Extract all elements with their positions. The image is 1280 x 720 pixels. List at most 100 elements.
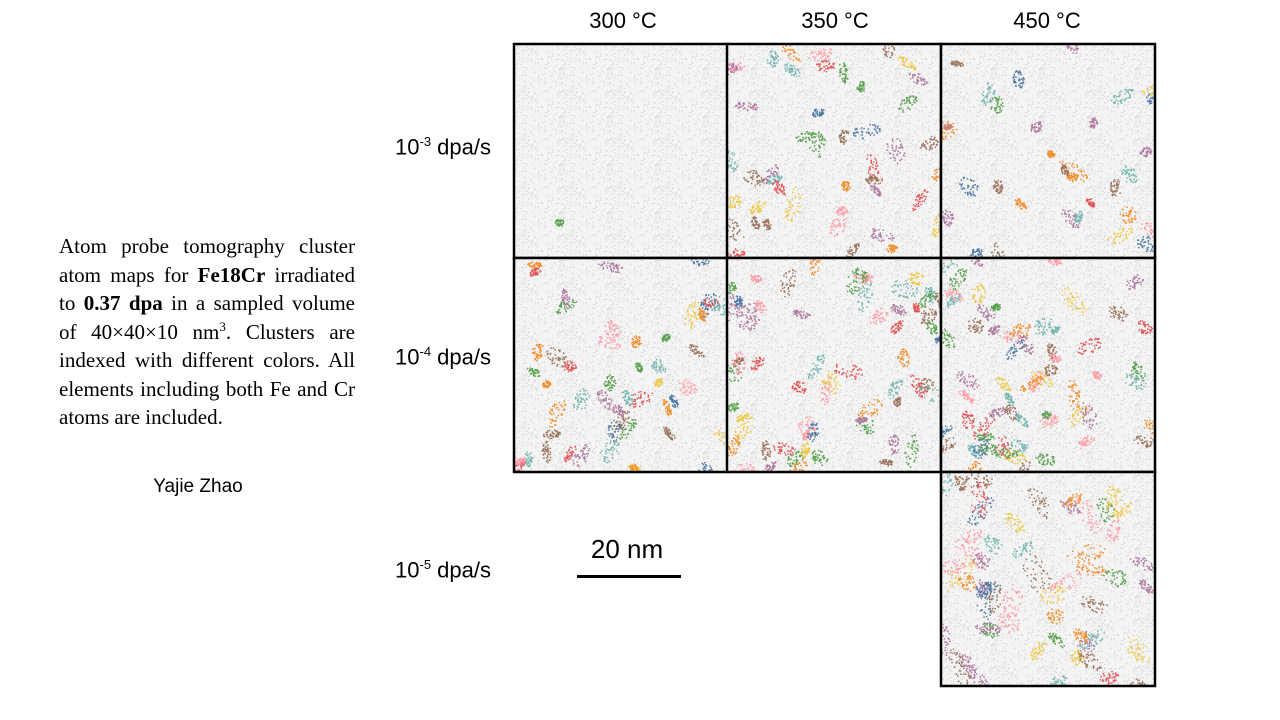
cluster <box>525 451 534 468</box>
cluster <box>736 412 750 423</box>
cluster <box>793 309 811 319</box>
cluster <box>1138 579 1154 594</box>
cluster <box>1076 563 1109 576</box>
cluster <box>812 108 825 118</box>
map-background <box>941 472 1155 686</box>
cluster <box>917 290 937 309</box>
cluster <box>1141 84 1155 97</box>
cluster <box>784 63 801 78</box>
cluster <box>845 243 860 258</box>
cluster <box>967 461 982 472</box>
clusters <box>941 44 1155 258</box>
cluster <box>990 303 1001 312</box>
description-text: 3 <box>219 318 226 334</box>
cluster <box>612 404 625 416</box>
cluster <box>1105 517 1121 542</box>
exponent: -5 <box>419 557 432 572</box>
cluster <box>560 288 571 309</box>
cluster <box>1140 222 1155 238</box>
cluster <box>1133 435 1155 449</box>
cluster <box>1065 44 1079 54</box>
author: Yajie Zhao <box>153 476 243 497</box>
cluster <box>972 414 996 440</box>
cluster <box>920 308 938 326</box>
row-label: 10-5 dpa/s <box>395 557 491 583</box>
cluster <box>727 402 740 412</box>
cluster <box>727 294 740 322</box>
cluster <box>727 281 738 295</box>
cluster <box>727 248 746 258</box>
cluster <box>697 308 707 322</box>
cluster <box>1085 198 1096 208</box>
clusters <box>514 258 728 472</box>
cluster <box>971 283 986 304</box>
description-text: irradiated to <box>59 262 355 316</box>
cluster <box>941 328 956 349</box>
description-text: in a sampled volume of 40×40×10 nm <box>59 291 355 344</box>
cluster <box>967 497 994 526</box>
cluster <box>541 440 552 464</box>
cluster <box>821 370 841 395</box>
cluster <box>836 205 849 216</box>
cluster <box>846 267 864 295</box>
cluster <box>841 181 851 192</box>
cluster <box>920 135 939 151</box>
clusters <box>727 258 941 472</box>
cluster <box>989 96 1004 114</box>
cluster <box>1046 608 1064 625</box>
cluster <box>727 150 739 173</box>
cluster <box>1079 628 1105 651</box>
cluster <box>1081 596 1108 614</box>
cluster <box>865 175 880 185</box>
cluster <box>531 343 544 362</box>
cluster <box>1039 414 1059 428</box>
cluster <box>1080 402 1098 430</box>
scale-bar-label: 20 nm <box>590 534 664 564</box>
cluster <box>944 288 963 303</box>
cluster <box>886 244 898 254</box>
cluster <box>1126 274 1144 290</box>
cluster <box>1146 93 1155 107</box>
cluster <box>1050 675 1068 686</box>
cluster <box>1089 117 1098 129</box>
cluster <box>1112 502 1132 519</box>
cluster <box>1040 585 1065 604</box>
cluster <box>1069 649 1085 666</box>
cluster <box>572 444 591 468</box>
cluster <box>871 228 895 243</box>
cluster <box>1110 88 1134 105</box>
cluster <box>1002 584 1023 618</box>
description-text: . Clusters are indexed with different co… <box>59 319 355 430</box>
cluster <box>573 388 590 410</box>
cluster <box>806 422 819 442</box>
cluster <box>807 354 826 380</box>
cluster <box>955 529 982 550</box>
cluster <box>1030 641 1048 661</box>
cluster <box>838 129 849 145</box>
cluster <box>787 450 804 468</box>
cluster <box>977 304 996 321</box>
cluster <box>1061 286 1087 316</box>
cluster <box>635 362 644 373</box>
cluster <box>1067 380 1080 410</box>
cluster <box>809 131 827 158</box>
cluster <box>1012 541 1033 559</box>
cluster <box>1060 498 1081 515</box>
base: 10 <box>395 557 420 583</box>
cluster <box>735 101 759 112</box>
cluster <box>839 62 849 84</box>
cluster <box>1077 337 1102 355</box>
cluster <box>941 559 966 575</box>
cluster <box>931 214 941 238</box>
cluster <box>1014 198 1027 210</box>
row-label: 10-4 dpa/s <box>395 344 491 370</box>
cluster <box>1006 339 1025 360</box>
cluster <box>993 435 1010 460</box>
cluster <box>1107 227 1133 245</box>
cluster <box>526 367 541 377</box>
cluster <box>1047 150 1056 158</box>
cluster <box>1004 404 1018 421</box>
cluster <box>604 320 622 339</box>
cluster <box>926 321 938 335</box>
